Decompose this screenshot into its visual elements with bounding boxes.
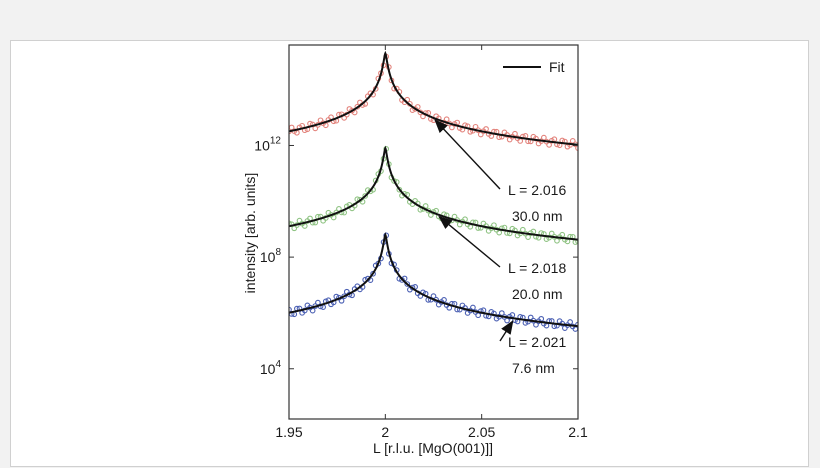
data-point	[362, 193, 369, 199]
data-point	[498, 310, 505, 316]
annotation-thickness: 7.6 nm	[512, 360, 555, 376]
annotation-peak: L = 2.018	[508, 260, 566, 276]
data-point	[470, 304, 476, 311]
annotations: L = 2.016 30.0 nm L = 2.018 20.0 nm L = 2.02…	[434, 119, 566, 376]
data-point	[540, 134, 547, 141]
data-point	[506, 136, 513, 143]
series-markers-1	[289, 53, 578, 151]
fit-curve-1	[289, 50, 578, 146]
fit-curve-3	[289, 232, 578, 328]
data-point	[317, 117, 324, 124]
annotation-arrow	[434, 119, 501, 190]
data-point	[519, 226, 526, 233]
series-markers-3	[289, 232, 578, 332]
data-point	[575, 238, 578, 245]
data-point	[491, 222, 497, 229]
annotation-arrow	[499, 320, 514, 342]
data-point	[562, 325, 568, 331]
data-point	[533, 321, 539, 328]
y-tick-label: 1012	[254, 135, 281, 153]
y-tick-label: 104	[260, 359, 282, 377]
data-point	[396, 186, 403, 193]
axis-ticks: 1.95 2 2.05 2.1 1012 108 104	[254, 45, 588, 440]
y-tick-label: 108	[260, 247, 282, 265]
y-axis-title: intensity [arb. units]	[242, 173, 258, 294]
data-point	[309, 307, 316, 314]
annotation-thickness: 30.0 nm	[512, 208, 563, 224]
legend: Fit	[503, 59, 565, 75]
x-tick-label: 2.1	[568, 424, 588, 440]
data-point	[575, 321, 578, 328]
x-tick-label: 1.95	[275, 424, 302, 440]
plot-frame	[288, 44, 579, 420]
data-point	[567, 319, 573, 325]
x-tick-label: 2	[381, 424, 389, 440]
x-tick-label: 2.05	[468, 424, 495, 440]
annotation-thickness: 20.0 nm	[512, 286, 563, 302]
fit-curves	[289, 50, 578, 328]
legend-fit-label: Fit	[549, 59, 565, 75]
data-point	[554, 237, 560, 244]
data-point	[404, 281, 411, 287]
annotation-arrow	[438, 215, 501, 268]
figure-panel: 1.95 2 2.05 2.1 1012 108 104 L = 2.016 30.0 nm L…	[10, 40, 809, 467]
annotation-peak: L = 2.016	[508, 182, 566, 198]
data-point	[512, 130, 518, 137]
data-point	[575, 145, 578, 151]
fit-curve-2	[289, 145, 578, 241]
annotation-peak: L = 2.021	[508, 334, 566, 350]
x-axis-title: L [r.l.u. [MgO(001)]]	[373, 440, 493, 456]
data-point	[456, 221, 463, 228]
data-point	[296, 217, 303, 224]
